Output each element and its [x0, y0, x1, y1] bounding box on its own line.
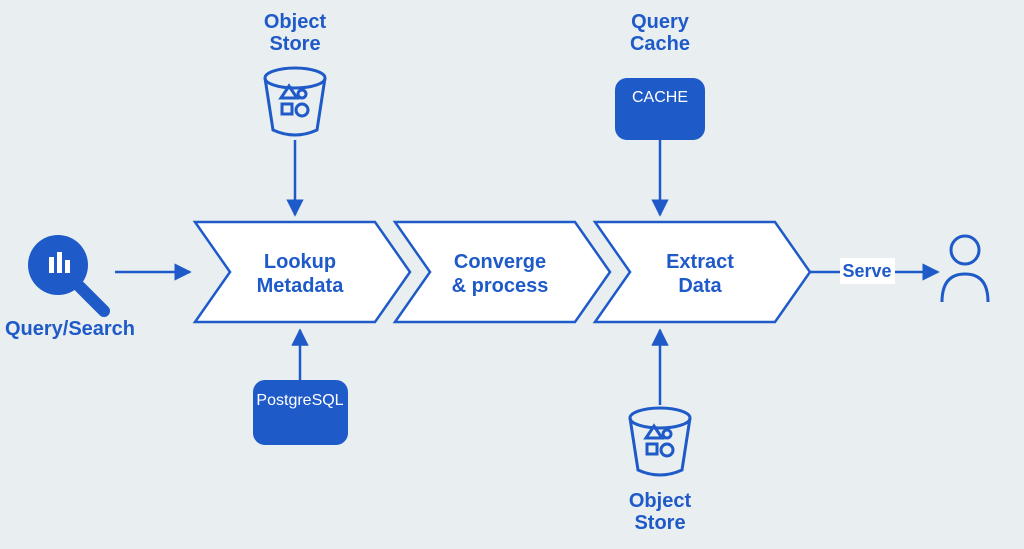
chevron-converge-line2: & process: [452, 275, 549, 297]
query-search-label: Query/Search: [5, 318, 135, 340]
object-store-top-line2: Store: [269, 33, 320, 55]
chevron-converge: Converge & process: [395, 222, 610, 322]
cache-box-label: CACHE: [632, 89, 688, 106]
object-store-bottom-line2: Store: [634, 512, 685, 534]
object-store-bottom-line1: Object: [629, 490, 692, 512]
chevron-lookup-line1: Lookup: [264, 251, 336, 273]
user-icon: [942, 236, 988, 302]
postgres-box: [253, 380, 348, 445]
query-cache-line2: Cache: [630, 33, 690, 55]
postgres-label: PostgreSQL: [256, 392, 343, 409]
chevron-lookup: Lookup Metadata: [195, 222, 410, 322]
serve-label: Serve: [842, 261, 891, 281]
bucket-icon-top: [265, 68, 325, 135]
chevron-extract: Extract Data: [595, 222, 810, 322]
bucket-icon-bottom: [630, 408, 690, 475]
chevron-extract-line1: Extract: [666, 251, 734, 273]
cache-box: [615, 78, 705, 140]
object-store-top-line1: Object: [264, 11, 327, 33]
chevron-lookup-line2: Metadata: [257, 275, 345, 297]
query-search-icon: [28, 235, 104, 311]
chevron-extract-line2: Data: [678, 275, 722, 297]
query-cache-line1: Query: [631, 11, 690, 33]
flow-diagram: Query/Search Lookup Metadata Converge & …: [0, 0, 1024, 549]
chevron-converge-line1: Converge: [454, 251, 546, 273]
